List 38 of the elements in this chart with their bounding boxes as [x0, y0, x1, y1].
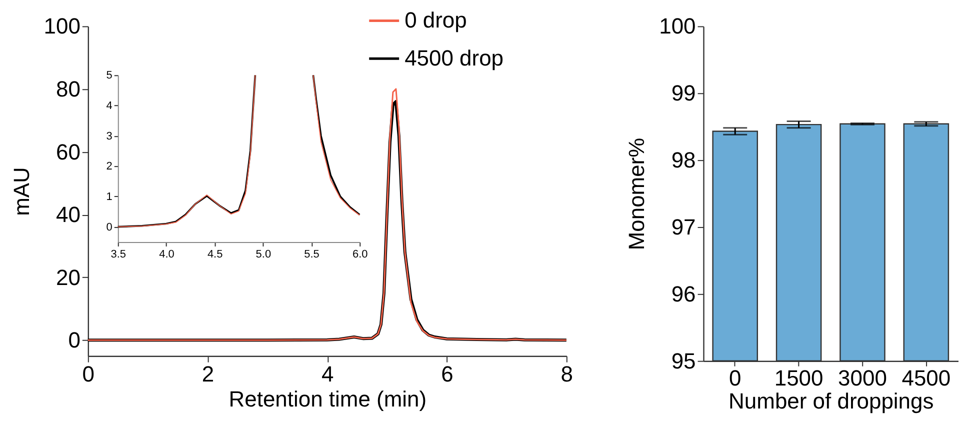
- y-tick-label: 98: [671, 148, 696, 173]
- x-axis-title: Number of droppings: [728, 388, 934, 414]
- y-axis-title: Monomer%: [624, 138, 650, 250]
- x-tick-label: 6: [441, 361, 454, 386]
- x-tick-label: 8: [560, 361, 574, 386]
- y-tick-label: 99: [671, 80, 696, 106]
- y-tick-label: 100: [659, 14, 696, 39]
- x-tick-label: 3.5: [110, 248, 126, 260]
- x-axis-title: Retention time (min): [228, 386, 427, 412]
- y-tick-label: 96: [671, 281, 696, 306]
- x-tick-label: 2: [202, 361, 214, 386]
- x-tick-label: 5.5: [304, 248, 320, 260]
- y-tick-label: 4: [106, 100, 112, 112]
- x-tick-label: 1500: [774, 365, 824, 390]
- y-tick-label: 60: [56, 139, 80, 164]
- legend-label: 4500 drop: [404, 46, 504, 71]
- y-tick-label: 20: [56, 264, 80, 290]
- x-tick-label: 6.0: [352, 248, 368, 260]
- x-tick-label: 4: [322, 361, 334, 386]
- x-tick-label: 5.0: [256, 248, 272, 260]
- y-tick-label: 97: [671, 214, 696, 240]
- y-tick-label: 1: [106, 190, 112, 203]
- y-tick-label: 0: [68, 328, 80, 353]
- legend-label: 0 drop: [404, 8, 467, 33]
- x-tick-label: 4.5: [207, 248, 223, 260]
- x-tick-label: 4.0: [159, 248, 174, 260]
- y-tick-label: 95: [671, 348, 696, 374]
- y-tick-label: 0: [106, 221, 112, 234]
- y-tick-label: 40: [56, 202, 80, 228]
- x-tick-label: 3000: [838, 365, 887, 390]
- y-tick-label: 5: [106, 70, 112, 82]
- y-axis-title: mAU: [8, 167, 34, 216]
- y-tick-label: 2: [106, 160, 112, 173]
- x-tick-label: 4500: [902, 365, 951, 390]
- x-tick-label: 0: [729, 365, 742, 390]
- y-tick-label: 3: [106, 130, 112, 142]
- y-tick-label: 80: [56, 76, 80, 102]
- y-tick-label: 100: [44, 14, 80, 39]
